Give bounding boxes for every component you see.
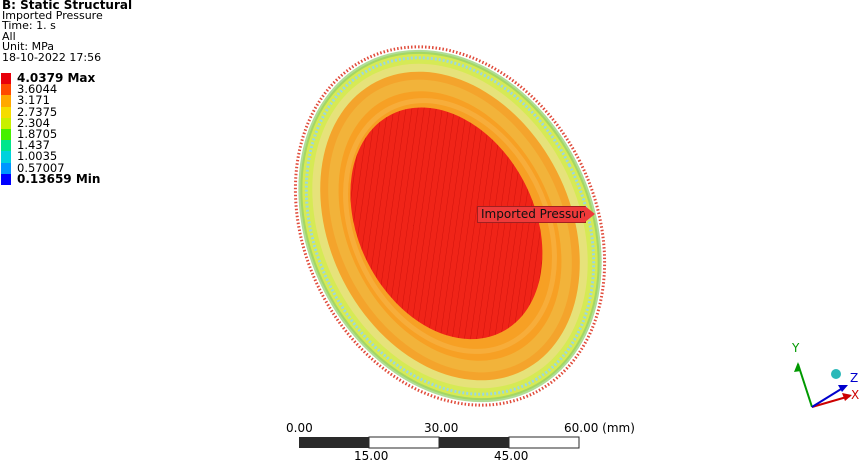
z-axis-label: Z: [850, 371, 859, 385]
legend-swatch: [1, 140, 11, 152]
legend-swatch: [1, 106, 11, 118]
y-axis-arrow: [797, 363, 813, 408]
probe-arrow-tip: [585, 206, 595, 222]
timestamp-label: 18-10-2022 17:56: [2, 50, 102, 64]
scale-label-0: 0.00: [286, 421, 313, 435]
x-axis-label: X: [851, 388, 860, 402]
legend-swatch: [1, 95, 11, 107]
scale-label-15: 15.00: [354, 449, 389, 463]
pressure-contour-plot: [293, 45, 607, 407]
scale-bar: [299, 436, 580, 449]
legend-swatch: [1, 162, 11, 174]
legend-value: 1.8705: [17, 126, 58, 141]
result-header: B: Static Structural Imported Pressure T…: [2, 0, 132, 63]
iso-view-ball[interactable]: [831, 369, 841, 379]
scale-label-60: 60.00 (mm): [564, 421, 635, 435]
legend-swatch: [1, 84, 11, 96]
scope-label: All: [2, 29, 16, 43]
legend-swatch: [1, 173, 11, 185]
legend-value: 3.171: [17, 93, 50, 108]
legend-value: 0.57007: [17, 160, 65, 175]
result-name: Imported Pressure: [2, 8, 103, 22]
z-axis-arrow: [811, 385, 847, 408]
legend-value: 1.437: [17, 138, 50, 153]
scale-label-45: 45.00: [494, 449, 529, 463]
unit-label: Unit: MPa: [2, 40, 54, 53]
legend-value: 2.304: [17, 115, 50, 130]
legend-swatch: [1, 73, 11, 85]
probe-annotation[interactable]: Imported Pressure: [477, 206, 591, 223]
analysis-title: B: Static Structural: [2, 0, 133, 12]
legend-value: 1.0035: [17, 149, 58, 164]
legend-swatch: [1, 117, 11, 129]
legend-swatch: [1, 151, 11, 163]
time-label: Time: 1. s: [2, 19, 56, 32]
legend-swatch: [1, 128, 11, 141]
legend-value: 2.7375: [17, 104, 58, 119]
axis-triad[interactable]: [794, 362, 852, 408]
y-axis-label: Y: [792, 341, 800, 355]
legend-value: 4.0379 Max: [17, 71, 96, 85]
scale-label-30: 30.00: [424, 421, 459, 435]
legend-value: 3.6044: [17, 82, 58, 97]
x-axis-arrow: [811, 395, 851, 408]
legend-value: 0.13659 Min: [17, 171, 101, 186]
